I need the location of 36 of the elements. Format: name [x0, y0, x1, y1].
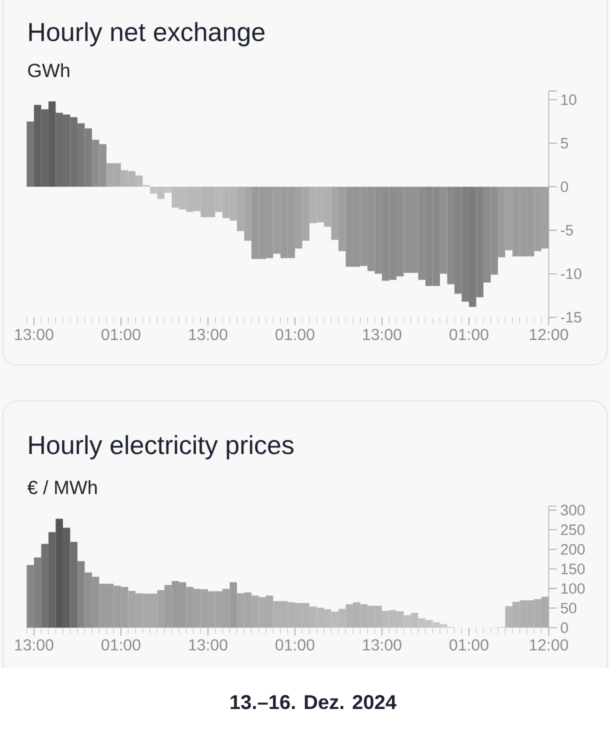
x-tick-label: 13:00: [189, 639, 228, 651]
x-tick-label: 13:00: [363, 328, 402, 340]
y-tick-label: 50: [560, 602, 576, 614]
y-tick-label: 250: [560, 524, 585, 536]
y-tick-label: 0: [560, 622, 568, 634]
y-tick-label: 100: [561, 583, 585, 594]
bar: [70, 542, 78, 628]
y-tick-label: 200: [560, 544, 585, 555]
x-tick-label: 13:00: [189, 328, 228, 340]
y-tick-label: 10: [561, 94, 576, 105]
x-tick-label: 01:00: [450, 328, 488, 340]
x-tick-label: 13:00: [15, 328, 54, 340]
y-tick-label: 5: [560, 138, 568, 148]
x-tick-label: 12:00: [530, 328, 568, 340]
x-tick-label: 01:00: [102, 328, 140, 340]
y-tick-label: -10: [560, 268, 582, 280]
chart-title: Hourly electricity prices: [29, 435, 294, 460]
x-tick-label: 01:00: [102, 639, 140, 651]
chart-title: Hourly net exchange: [29, 22, 264, 46]
y-tick-label: 150: [561, 564, 585, 574]
y-tick-label: -5: [560, 225, 573, 236]
chart-subtitle: € / MWh: [27, 480, 97, 494]
bar: [41, 544, 48, 628]
x-tick-label: 01:00: [276, 639, 314, 651]
x-tick-label: 01:00: [276, 328, 314, 340]
x-tick-label: 13:00: [15, 639, 54, 651]
x-tick-label: 13:00: [363, 639, 402, 651]
x-tick-label: 12:00: [530, 639, 568, 651]
y-tick-label: 0: [560, 181, 568, 192]
y-tick-label: -15: [560, 312, 582, 323]
text: 13.–16. Dez. 2024: [230, 695, 396, 710]
bar: [26, 121, 34, 187]
bar: [48, 532, 56, 628]
y-tick-label: 300: [560, 504, 585, 516]
x-tick-label: 01:00: [450, 639, 488, 651]
chart-subtitle: GWh: [28, 63, 70, 78]
